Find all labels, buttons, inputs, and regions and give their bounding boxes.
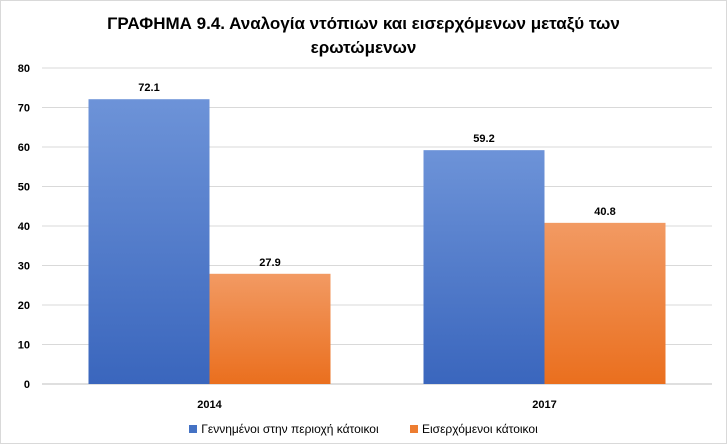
- y-tick-label-80: 80: [18, 63, 30, 75]
- data-label-2017-series-0: 59.2: [473, 133, 494, 145]
- y-tick-label-10: 10: [18, 340, 30, 352]
- legend-item-born-locally: Γεννημένοι στην περιοχή κάτοικοι: [189, 422, 379, 436]
- y-tick-label-50: 50: [18, 182, 30, 194]
- bar-2014-series-1: [209, 273, 331, 384]
- x-tick-label-2014: 2014: [197, 399, 222, 411]
- data-label-2017-series-1: 40.8: [594, 206, 615, 218]
- legend: Γεννημένοι στην περιοχή κάτοικοι Εισερχό…: [0, 422, 727, 436]
- legend-label-incoming: Εισερχόμενοι κάτοικοι: [422, 422, 538, 436]
- bar-2014-series-0: [88, 99, 210, 384]
- y-tick-label-30: 30: [18, 261, 30, 273]
- bar-2017-series-1: [544, 222, 666, 384]
- legend-swatch-blue: [189, 425, 198, 433]
- y-tick-label-20: 20: [18, 300, 30, 312]
- bar-2017-series-0: [423, 150, 545, 384]
- x-tick-label-2017: 2017: [532, 399, 556, 411]
- y-tick-label-60: 60: [18, 142, 30, 154]
- legend-label-born-locally: Γεννημένοι στην περιοχή κάτοικοι: [201, 422, 379, 436]
- y-tick-label-70: 70: [18, 103, 30, 115]
- chart-title: ΓΡΑΦΗΜΑ 9.4. Αναλογία ντόπιων και εισερχ…: [0, 12, 727, 60]
- y-tick-label-40: 40: [18, 221, 30, 233]
- chart-title-line-2: ερωτώμενων: [310, 38, 417, 57]
- y-tick-label-0: 0: [24, 379, 30, 391]
- legend-swatch-orange: [410, 425, 418, 433]
- chart-title-line-1: ΓΡΑΦΗΜΑ 9.4. Αναλογία ντόπιων και εισερχ…: [107, 14, 620, 33]
- data-label-2014-series-1: 27.9: [259, 257, 280, 269]
- legend-item-incoming: Εισερχόμενοι κάτοικοι: [410, 422, 538, 436]
- data-label-2014-series-0: 72.1: [138, 82, 159, 94]
